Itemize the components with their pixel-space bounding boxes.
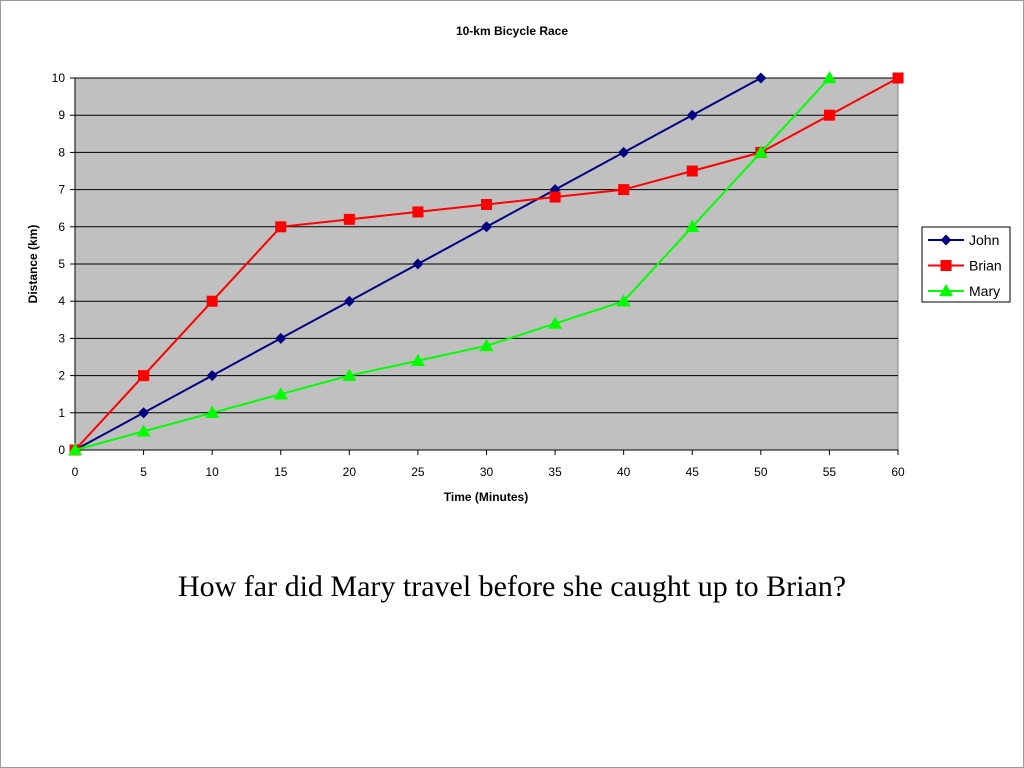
y-tick-label: 7 [58, 183, 65, 197]
data-point-john [618, 146, 630, 158]
x-tick-label: 0 [72, 465, 79, 479]
data-point-brian [618, 184, 630, 196]
x-tick-label: 5 [140, 465, 147, 479]
y-tick-label: 0 [58, 443, 65, 457]
legend-label-mary: Mary [969, 283, 1000, 299]
data-point-john [206, 370, 218, 382]
data-point-mary [136, 424, 151, 437]
data-point-mary [410, 353, 425, 366]
data-point-john [138, 407, 150, 419]
x-tick-label: 55 [823, 465, 837, 479]
x-tick-label: 50 [754, 465, 768, 479]
x-tick-label: 10 [205, 465, 219, 479]
data-point-brian [549, 191, 561, 203]
y-tick-label: 5 [58, 257, 65, 271]
data-point-mary [68, 443, 82, 456]
y-tick-label: 6 [58, 220, 65, 234]
question-text: How far did Mary travel before she caugh… [177, 570, 847, 603]
data-point-mary [753, 145, 768, 158]
data-point-john [412, 258, 424, 270]
data-point-mary [685, 219, 700, 233]
y-tick-label: 2 [58, 369, 65, 383]
data-point-mary [479, 338, 494, 352]
legend-label-brian: Brian [969, 258, 1002, 274]
data-point-brian [892, 72, 904, 84]
y-tick-label: 4 [58, 294, 65, 308]
data-point-mary [273, 387, 288, 400]
y-tick-label: 9 [58, 108, 65, 122]
y-axis-label: Distance (km) [26, 225, 40, 304]
x-tick-label: 60 [891, 465, 905, 479]
y-tick-label: 3 [58, 331, 65, 345]
legend: John Brian Mary [921, 226, 1011, 303]
series-line-mary [74, 77, 831, 451]
data-point-brian [138, 370, 150, 382]
x-axis-label: Time (Minutes) [444, 490, 528, 504]
x-tick-label: 30 [480, 465, 494, 479]
x-tick-label: 35 [548, 465, 562, 479]
y-tick-label: 1 [58, 406, 65, 420]
data-point-brian [481, 198, 492, 210]
y-tick-label: 10 [52, 71, 66, 85]
data-point-mary [616, 294, 631, 307]
series-lines [68, 71, 904, 456]
data-point-brian [686, 165, 698, 177]
legend-label-john: John [969, 232, 999, 248]
data-point-mary [205, 405, 220, 419]
data-point-brian [343, 213, 355, 225]
data-point-brian [823, 109, 835, 121]
data-point-john [275, 332, 287, 344]
data-point-mary [822, 71, 837, 84]
x-tick-label: 40 [617, 465, 631, 479]
series-mary [68, 71, 837, 456]
data-point-john [343, 295, 355, 307]
data-point-john [481, 221, 492, 233]
data-point-john [686, 109, 698, 121]
legend-marker-mary [939, 284, 953, 297]
data-point-mary [548, 316, 563, 329]
x-tick-label: 15 [274, 465, 288, 479]
legend-marker-john [940, 234, 952, 246]
y-tick-label: 8 [58, 145, 65, 159]
chart-title: 10-km Bicycle Race [456, 24, 568, 38]
data-point-john [755, 72, 767, 84]
data-point-mary [342, 368, 357, 381]
data-point-brian [206, 295, 218, 307]
data-point-brian [412, 206, 424, 218]
x-tick-label: 45 [686, 465, 700, 479]
data-point-brian [275, 221, 287, 233]
x-tick-label: 20 [343, 465, 357, 479]
legend-marker-brian [940, 260, 952, 271]
x-tick-label: 25 [411, 465, 425, 479]
